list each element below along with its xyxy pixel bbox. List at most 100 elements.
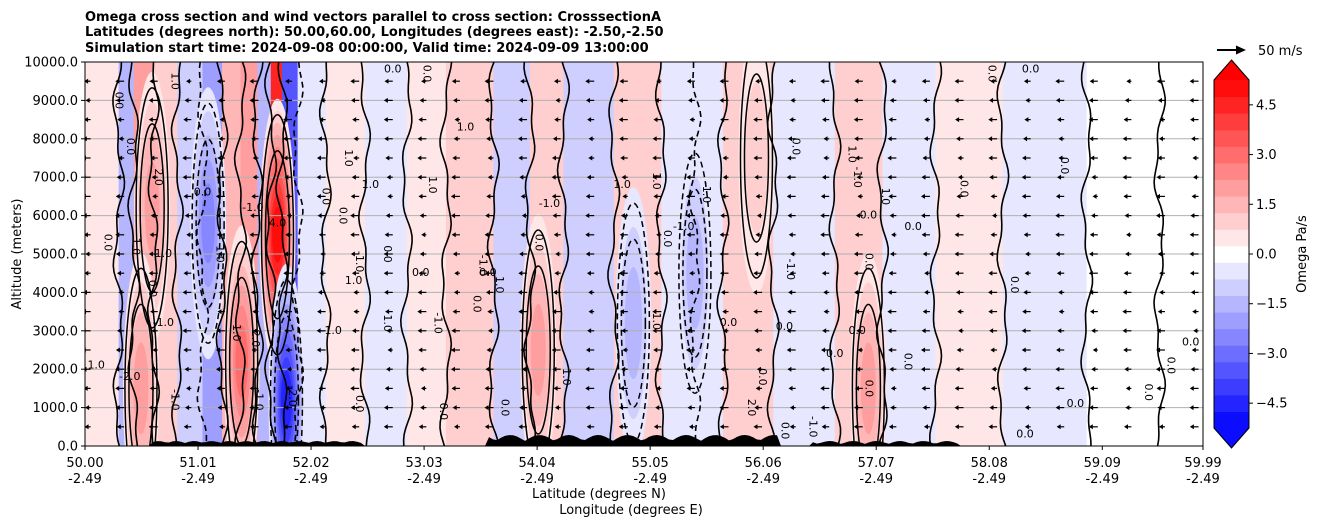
- wind-vector-head: [1024, 117, 1029, 123]
- wind-vector-head: [353, 155, 358, 161]
- wind-vector-head: [855, 309, 860, 315]
- x-tick-label-lon: -2.49: [1186, 472, 1220, 487]
- wind-vector-head: [889, 366, 894, 372]
- wind-vector-head: [484, 251, 489, 257]
- wind-vector-head: [652, 289, 657, 295]
- wind-vector-head: [148, 97, 153, 103]
- wind-vector-head: [820, 213, 825, 219]
- wind-vector-head: [183, 117, 188, 123]
- wind-vector-head: [184, 366, 189, 372]
- wind-vector-head: [115, 347, 120, 353]
- wind-vector-head: [218, 289, 223, 295]
- wind-vector-head: [823, 309, 828, 315]
- wind-vector-head: [85, 97, 90, 103]
- wind-vector-head: [585, 193, 590, 199]
- wind-vector-head: [855, 155, 860, 161]
- wind-vector-head: [1056, 270, 1061, 276]
- contour-line: [439, 62, 453, 446]
- wind-vector-head: [148, 270, 153, 276]
- wind-vector-head: [285, 347, 290, 353]
- wind-vector-head: [789, 405, 794, 411]
- wind-vector-head: [1189, 251, 1194, 257]
- wind-vector-head: [520, 347, 525, 353]
- wind-vector-head: [1091, 366, 1096, 372]
- wind-vector-head: [552, 136, 557, 142]
- wind-vector-head: [686, 213, 691, 219]
- wind-vector-head: [1190, 117, 1195, 123]
- contour-label: -1.0: [432, 312, 445, 333]
- wind-vector-head: [1156, 347, 1161, 353]
- wind-vector-head: [418, 270, 423, 276]
- wind-vector-head: [888, 347, 893, 353]
- contour-label: -1.0: [153, 316, 174, 329]
- wind-vector-head: [1190, 213, 1195, 219]
- wind-vector-head: [252, 328, 257, 334]
- wind-vector-head: [820, 366, 825, 372]
- wind-vector-head: [788, 385, 793, 391]
- wind-vector-head: [1055, 251, 1060, 257]
- wind-vector-head: [1126, 232, 1131, 238]
- colorbar-segment: [1214, 411, 1249, 429]
- wind-vector-head: [1021, 328, 1026, 334]
- contour-label: -1.0: [650, 309, 663, 330]
- wind-vector-head: [554, 424, 559, 430]
- wind-vector-head: [587, 328, 592, 334]
- wind-vector-head: [588, 155, 593, 161]
- wind-vector-head: [350, 213, 355, 219]
- wind-vector-head: [85, 117, 89, 123]
- wind-vector-head: [115, 405, 120, 411]
- contour-label: 1.0: [879, 188, 892, 206]
- wind-vector-head: [252, 174, 257, 180]
- wind-vector-head: [586, 424, 591, 430]
- contour-label: 0.0: [532, 234, 545, 252]
- wind-vector-head: [353, 136, 358, 142]
- wind-vector-head: [687, 405, 692, 411]
- wind-vector-head: [820, 78, 825, 84]
- wind-vector-head: [888, 117, 893, 123]
- contour-label: -2.0: [286, 385, 299, 406]
- wind-vector-head: [619, 136, 624, 142]
- wind-vector-head: [316, 347, 321, 353]
- x-tick-label-lat: 55.05: [632, 456, 669, 471]
- wind-vector-head: [151, 174, 156, 180]
- wind-vector-head: [518, 270, 523, 276]
- wind-vector-head: [988, 289, 993, 295]
- wind-vector-head: [386, 366, 391, 372]
- wind-vector-head: [148, 117, 153, 123]
- wind-vector-head: [182, 155, 187, 161]
- wind-vector-head: [652, 174, 657, 180]
- wind-vector-head: [587, 117, 592, 123]
- wind-vector-head: [685, 347, 690, 353]
- wind-vector-head: [922, 251, 927, 257]
- wind-vector-head: [618, 251, 623, 257]
- colorbar-segment: [1214, 245, 1249, 263]
- contour-label: 0.0: [778, 422, 791, 440]
- wind-vector-head: [283, 309, 288, 315]
- wind-vector-head: [1159, 117, 1164, 123]
- wind-vector-head: [318, 289, 323, 295]
- wind-vector-head: [720, 213, 725, 219]
- wind-vector-head: [1122, 136, 1127, 142]
- terrain-silhouette: [85, 435, 1203, 446]
- contour-label: -1.0: [252, 389, 265, 410]
- wind-vector-head: [186, 232, 191, 238]
- wind-vector-head: [283, 270, 288, 276]
- wind-vector-head: [790, 97, 795, 103]
- wind-vector-head: [588, 309, 593, 315]
- x-tick-label-lon: -2.49: [859, 472, 893, 487]
- wind-vector-head: [118, 155, 123, 161]
- chart-title: Omega cross section and wind vectors par…: [85, 10, 664, 56]
- colorbar-segment: [1214, 196, 1249, 214]
- colorbar-segment: [1214, 146, 1249, 164]
- wind-vector-head: [115, 193, 120, 199]
- wind-vector-head: [519, 328, 524, 334]
- wind-vector-head: [956, 193, 961, 199]
- wind-vector-head: [551, 347, 556, 353]
- wind-vector-head: [554, 78, 559, 84]
- contour-line: [215, 62, 229, 446]
- contour-label: -1.0: [230, 320, 243, 341]
- wind-vector-head: [451, 213, 456, 219]
- wind-vector-head: [621, 174, 626, 180]
- wind-vector-head: [689, 270, 694, 276]
- wind-vector-head: [350, 78, 355, 84]
